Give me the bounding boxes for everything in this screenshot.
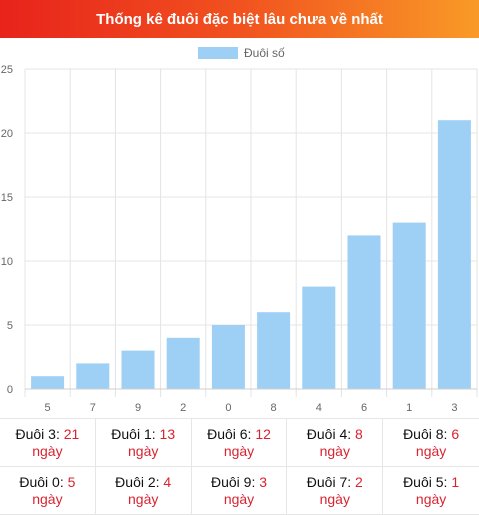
stat-unit: ngày: [128, 442, 159, 459]
stat-label: Đuôi 9:: [210, 473, 260, 490]
stat-count: 4: [163, 473, 172, 490]
stat-cell: Đuôi 5: 1 ngày: [383, 467, 479, 515]
stat-count: 2: [355, 473, 363, 490]
y-tick-label: 20: [1, 128, 13, 140]
bar-chart: 0 5 10 15 20 25 5 7 9 2 0 8 4 6 1 3 Đuôi số: [0, 38, 479, 418]
stat-label: Đuôi 0:: [19, 473, 68, 490]
x-tick-label: 0: [225, 402, 231, 414]
stat-cell: Đuôi 9: 3 ngày: [191, 467, 288, 515]
y-tick-label: 10: [1, 256, 13, 268]
stat-cell: Đuôi 2: 4 ngày: [95, 467, 192, 515]
bar: [31, 376, 65, 389]
stat-label: Đuôi 8:: [403, 425, 452, 442]
stat-unit: ngày: [223, 442, 255, 459]
stat-label: Đuôi 4:: [306, 425, 356, 442]
y-tick-label: 25: [1, 64, 13, 76]
stat-unit: ngày: [32, 442, 63, 459]
stat-count: 13: [159, 425, 176, 442]
stat-label: Đuôi 3:: [15, 425, 64, 442]
stat-unit: ngày: [415, 442, 447, 459]
x-tick-label: 5: [45, 402, 51, 414]
stat-unit: ngày: [319, 442, 350, 459]
x-tick-label: 9: [135, 402, 141, 414]
stat-label: Đuôi 6:: [207, 425, 256, 442]
stat-unit: ngày: [223, 490, 255, 507]
stat-label: Đuôi 2:: [115, 473, 164, 490]
y-tick-label: 5: [7, 320, 13, 332]
chart-header-title: Thống kê đuôi đặc biệt lâu chưa về nhất: [96, 10, 383, 28]
bar: [437, 120, 471, 389]
stat-cell: Đuôi 4: 8 ngày: [287, 419, 384, 467]
bar: [211, 325, 245, 389]
stat-cell: Đuôi 8: 6 ngày: [383, 419, 479, 467]
x-tick-label: 7: [90, 402, 96, 414]
stat-count: 8: [355, 425, 363, 442]
stat-count: 3: [259, 473, 268, 490]
x-tick-label: 1: [406, 402, 412, 414]
stat-cell: Đuôi 6: 12 ngày: [191, 419, 288, 467]
bar: [121, 350, 155, 389]
x-tick-label: 6: [361, 402, 367, 414]
stat-cell: Đuôi 7: 2 ngày: [287, 467, 384, 515]
bar: [347, 235, 381, 389]
stat-unit: ngày: [128, 490, 159, 507]
stat-unit: ngày: [32, 490, 63, 507]
stat-unit: ngày: [319, 490, 350, 507]
bar: [302, 286, 336, 389]
bar: [257, 312, 291, 389]
x-tick-label: 3: [451, 402, 457, 414]
stat-cell: Đuôi 1: 13 ngày: [95, 419, 192, 467]
stat-label: Đuôi 1:: [111, 425, 160, 442]
stat-count: 6: [451, 425, 460, 442]
bar: [76, 363, 110, 389]
stat-label: Đuôi 5:: [403, 473, 452, 490]
y-tick-label: 0: [7, 384, 13, 396]
y-tick-label: 15: [1, 192, 13, 204]
stat-label: Đuôi 7:: [306, 473, 356, 490]
stat-cell: Đuôi 0: 5 ngày: [0, 467, 96, 515]
x-tick-label: 4: [316, 402, 322, 414]
stat-unit: ngày: [415, 490, 447, 507]
bar: [166, 337, 200, 389]
legend-label: Đuôi số: [244, 46, 285, 60]
x-tick-label: 2: [180, 402, 186, 414]
stat-count: 12: [255, 425, 271, 442]
stat-count: 5: [67, 473, 76, 490]
stat-count: 1: [451, 473, 460, 490]
stat-cell: Đuôi 3: 21 ngày: [0, 419, 96, 467]
stat-count: 21: [63, 425, 80, 442]
stats-grid: Đuôi 3: 21 ngày Đuôi 1: 13 ngày Đuôi 6: …: [0, 418, 479, 515]
bar: [392, 222, 426, 389]
x-tick-label: 8: [271, 402, 277, 414]
legend-swatch: [198, 47, 238, 59]
chart-header: Thống kê đuôi đặc biệt lâu chưa về nhất: [0, 0, 479, 38]
